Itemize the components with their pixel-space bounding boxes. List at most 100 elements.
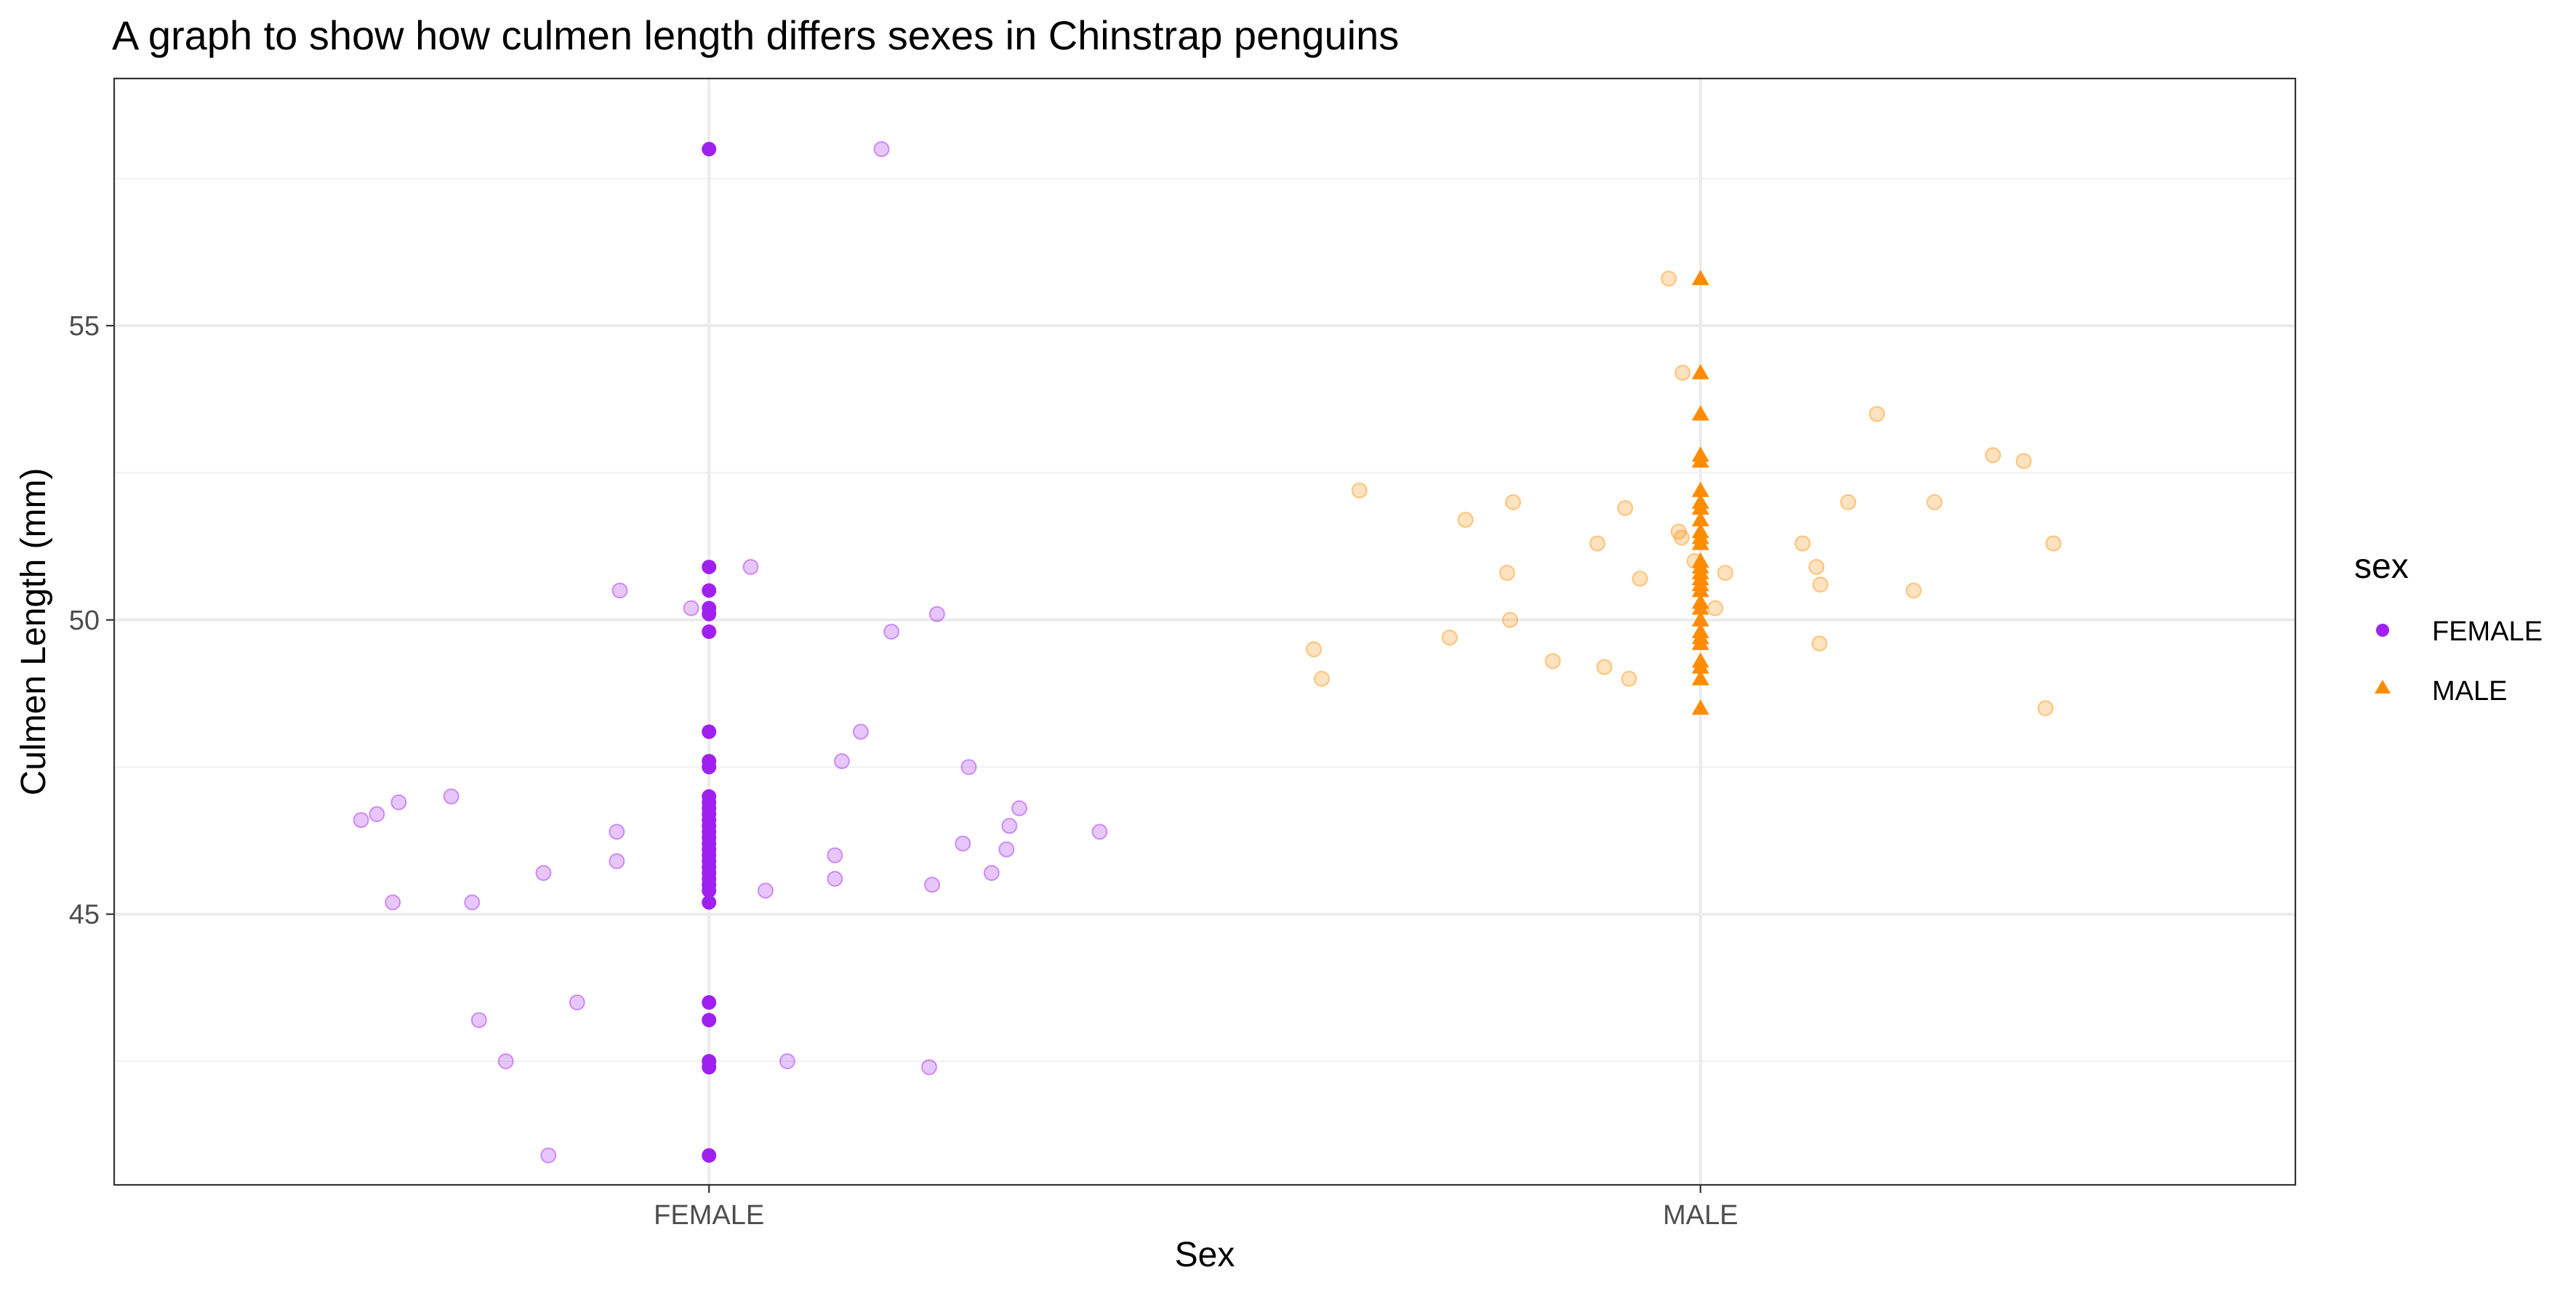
data-point <box>702 995 717 1010</box>
jitter-point <box>1596 659 1613 675</box>
jitter-point <box>535 864 552 881</box>
x-tick-label: MALE <box>1663 1200 1738 1231</box>
jitter-point <box>1794 535 1811 552</box>
data-point <box>1691 599 1709 615</box>
jitter-point <box>827 871 843 888</box>
jitter-point <box>1621 670 1637 687</box>
jitter-point <box>390 794 407 811</box>
jitter-point <box>683 600 699 616</box>
data-point <box>702 724 717 739</box>
jitter-point <box>920 1059 937 1076</box>
jitter-point <box>1091 824 1108 840</box>
jitter-point <box>1505 494 1522 510</box>
male-points <box>1691 270 1709 715</box>
data-point <box>1691 452 1709 468</box>
jitter-point <box>1670 523 1687 540</box>
jitter-point <box>852 723 869 740</box>
jitter-point <box>757 882 774 899</box>
x-axis-title: Sex <box>1175 1236 1235 1274</box>
data-point <box>702 583 717 598</box>
data-point <box>702 883 717 898</box>
female-jittered-points <box>353 141 1108 1164</box>
jitter-point <box>497 1053 514 1069</box>
jitter-point <box>2037 700 2054 717</box>
data-point <box>702 1060 717 1075</box>
data-point <box>702 142 717 157</box>
female-points <box>702 142 717 1163</box>
jitter-point <box>1441 630 1458 646</box>
plot-background <box>114 79 2295 1185</box>
data-point <box>702 606 717 622</box>
jitter-point <box>1544 653 1561 669</box>
data-point <box>702 1148 717 1163</box>
jitter-point <box>873 141 890 158</box>
jitter-point <box>369 805 385 822</box>
jitter-point <box>955 835 971 852</box>
data-point <box>1691 699 1709 715</box>
jitter-point <box>1674 364 1691 381</box>
jitter-point <box>1661 270 1677 287</box>
data-point <box>702 760 717 775</box>
jitter-point <box>1306 641 1322 658</box>
jitter-point <box>1589 535 1605 552</box>
data-point <box>702 1013 717 1028</box>
data-point <box>1691 635 1709 651</box>
data-point <box>1691 481 1709 497</box>
jitter-point <box>1906 582 1922 599</box>
jitter-point <box>827 847 843 864</box>
jitter-point <box>983 864 1000 881</box>
data-point <box>702 559 717 574</box>
jitter-point <box>1502 611 1518 628</box>
y-axis-ticks: 45 50 55 <box>69 311 114 930</box>
data-point <box>1691 658 1709 674</box>
jitter-point <box>1811 635 1828 652</box>
data-point <box>702 895 717 910</box>
data-point <box>1691 405 1709 421</box>
legend: sex FEMALE MALE <box>2354 547 2543 707</box>
y-tick-label: 50 <box>69 606 100 636</box>
jitter-point <box>353 812 369 829</box>
jitter-point <box>1498 565 1515 582</box>
jitter-point <box>1001 818 1018 834</box>
data-point <box>1691 534 1709 550</box>
legend-label-female: FEMALE <box>2432 616 2543 647</box>
x-tick-label: FEMALE <box>654 1200 764 1231</box>
jitter-point <box>540 1147 557 1164</box>
jitter-point <box>385 894 401 911</box>
y-tick-label: 45 <box>69 900 100 930</box>
legend-key-female <box>2376 624 2389 637</box>
legend-title: sex <box>2354 547 2409 586</box>
jitter-point <box>443 788 460 805</box>
y-axis-title: Culmen Length (mm) <box>15 468 53 796</box>
jitter-point <box>1812 576 1829 593</box>
jitter-point <box>1617 499 1634 516</box>
jitter-point <box>924 877 940 893</box>
data-point <box>1691 582 1709 598</box>
jitter-point <box>1011 800 1027 816</box>
jitter-point <box>960 759 977 776</box>
jitter-point <box>609 824 625 840</box>
jitter-point <box>1869 406 1885 422</box>
jitter-point <box>1673 529 1690 546</box>
jitter-point <box>1707 600 1724 616</box>
jitter-point <box>1717 565 1733 582</box>
jitter-point <box>611 582 628 599</box>
jitter-point <box>569 994 585 1011</box>
legend-key-male <box>2375 680 2391 693</box>
jitter-point <box>779 1053 795 1069</box>
data-point <box>1691 270 1709 286</box>
jitter-point <box>2015 453 2032 470</box>
data-point <box>1691 669 1709 685</box>
jitter-point <box>609 853 625 869</box>
plot-border <box>113 77 2297 1186</box>
data-point <box>1691 511 1709 527</box>
legend-label-male: MALE <box>2432 676 2507 707</box>
jitter-point <box>998 841 1015 858</box>
jitter-point <box>1926 494 1943 510</box>
y-tick-label: 55 <box>69 311 100 342</box>
jitter-point <box>464 894 481 911</box>
jitter-point <box>1985 447 2002 464</box>
jitter-point <box>742 558 759 575</box>
jitter-point <box>1351 482 1368 499</box>
